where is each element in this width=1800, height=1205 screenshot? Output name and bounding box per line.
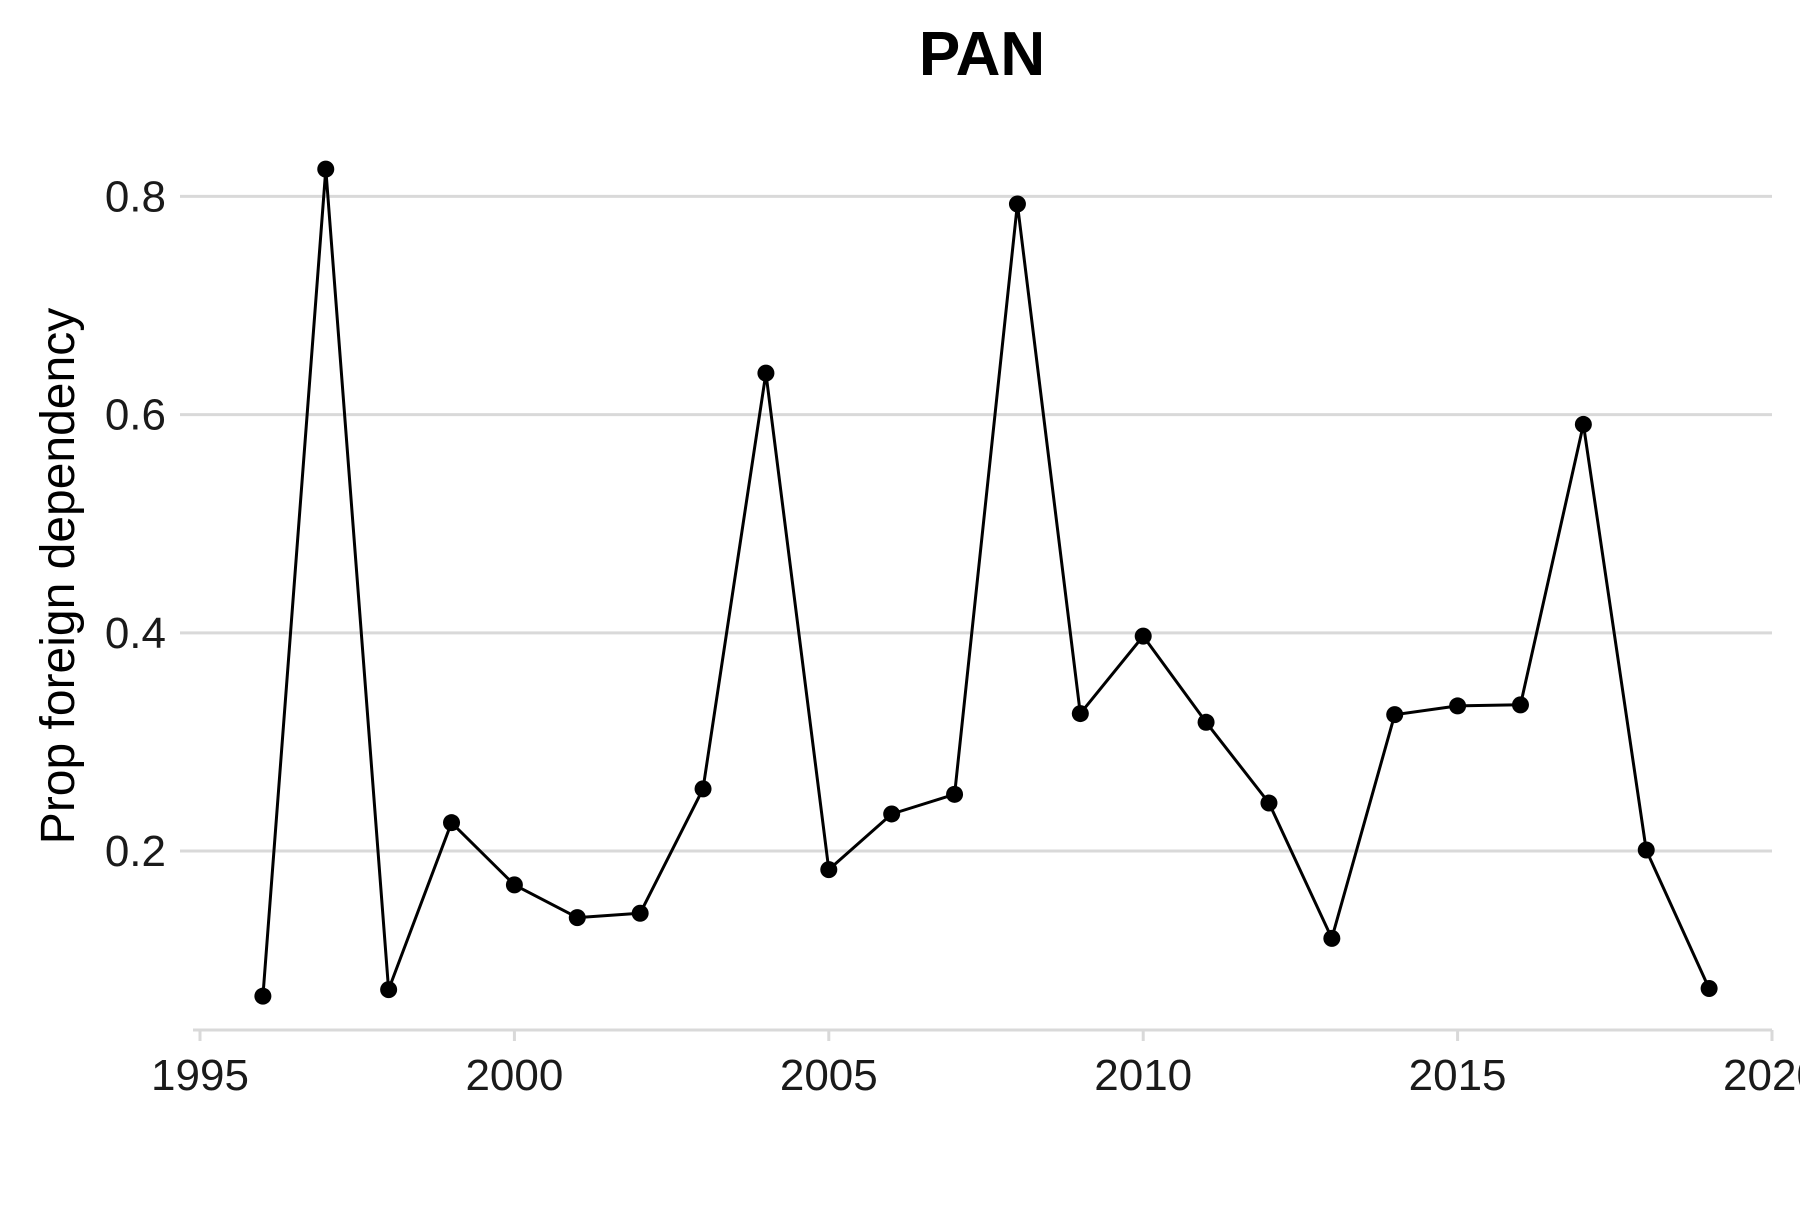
x-tick-label: 2005 — [780, 1051, 878, 1100]
data-point — [820, 861, 838, 879]
data-point — [1008, 195, 1026, 213]
y-tick-label: 0.8 — [105, 172, 166, 221]
data-point — [1197, 713, 1215, 731]
data-point — [505, 876, 523, 894]
gridlines — [180, 194, 1772, 853]
y-tick-label: 0.6 — [105, 391, 166, 440]
y-tick-label: 0.2 — [105, 827, 166, 876]
y-tick-label: 0.4 — [105, 609, 166, 658]
data-point — [1386, 706, 1404, 724]
data-point — [254, 987, 272, 1005]
data-point — [694, 780, 712, 798]
data-point — [1574, 415, 1592, 433]
data-point — [1134, 627, 1152, 645]
data-point — [1700, 980, 1718, 998]
data-point — [1323, 929, 1341, 947]
data-point — [946, 785, 964, 803]
data-point — [443, 814, 461, 832]
data-point — [1071, 705, 1089, 723]
chart-title: PAN — [919, 20, 1045, 89]
x-tick-label: 2015 — [1409, 1051, 1507, 1100]
x-tick-label: 2010 — [1094, 1051, 1192, 1100]
data-point — [317, 160, 335, 178]
data-point — [380, 981, 398, 999]
data-point — [568, 909, 586, 927]
data-point — [1260, 794, 1278, 812]
data-series — [254, 160, 1718, 1005]
data-point — [1637, 841, 1655, 859]
data-point — [1511, 696, 1529, 714]
x-tick-label: 2000 — [465, 1051, 563, 1100]
y-axis-label: Prop foreign dependency — [32, 308, 85, 844]
data-point — [1449, 697, 1467, 715]
series-line — [261, 167, 1711, 997]
x-tick-label: 1995 — [151, 1051, 249, 1100]
data-point — [757, 364, 775, 382]
data-point — [631, 904, 649, 922]
y-axis: 0.2 0.4 0.6 0.8 — [105, 172, 166, 876]
data-point — [883, 805, 901, 823]
